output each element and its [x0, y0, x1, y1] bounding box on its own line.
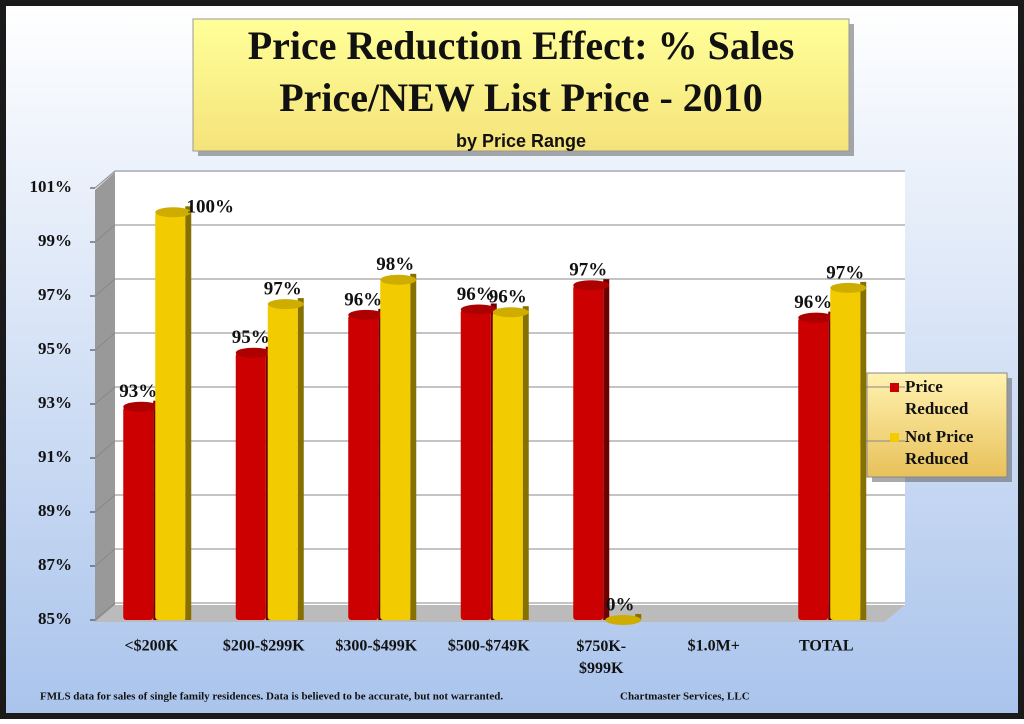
- bar-top: [155, 207, 192, 218]
- legend-label-line: Not Price: [905, 427, 974, 446]
- grid-line: [94, 494, 905, 513]
- bar: [492, 306, 529, 620]
- bar-face: [460, 309, 491, 620]
- x-tick-label: <$200K: [124, 638, 178, 655]
- y-tick-label: 95%: [38, 339, 72, 358]
- data-label: 95%: [232, 327, 270, 348]
- bar: [573, 279, 610, 620]
- data-label: 98%: [376, 254, 414, 275]
- data-label: 96%: [489, 287, 527, 308]
- y-tick-label: 89%: [38, 501, 72, 520]
- bar-top: [798, 312, 835, 323]
- plot-wall: [95, 172, 115, 622]
- y-tick-label: 99%: [38, 231, 72, 250]
- bar: [267, 298, 304, 620]
- grid-line: [94, 548, 905, 567]
- bar: [798, 311, 835, 620]
- footnote: FMLS data for sales of single family res…: [40, 691, 503, 703]
- legend-swatch: [890, 383, 899, 392]
- legend-label-line: Price: [905, 377, 943, 396]
- y-tick-label: 93%: [38, 393, 72, 412]
- bar: [235, 346, 272, 620]
- bar-top: [830, 282, 867, 293]
- bar-face: [348, 314, 379, 620]
- data-label: 97%: [569, 260, 607, 281]
- grid-line: [94, 602, 905, 621]
- data-label: 97%: [826, 262, 864, 283]
- grid-line: [94, 332, 905, 351]
- x-tick-label: TOTAL: [799, 638, 854, 655]
- y-tick-label: 91%: [38, 447, 72, 466]
- bar-top: [492, 307, 529, 318]
- x-tick-label: $200-$299K: [223, 638, 305, 655]
- x-tick-label: $750K- $999K: [576, 638, 626, 677]
- grid-line: [94, 440, 905, 459]
- bar: [123, 400, 160, 620]
- bar-face: [380, 279, 411, 620]
- y-tick-label: 87%: [38, 555, 72, 574]
- grid-line: [94, 170, 905, 189]
- bar-side: [297, 298, 304, 620]
- bar-top: [123, 401, 160, 412]
- data-label: 96%: [794, 292, 832, 313]
- bar-face: [123, 406, 154, 620]
- bar-face: [155, 212, 186, 621]
- bar-top: [380, 274, 417, 285]
- bar: [155, 206, 192, 621]
- bar-side: [522, 306, 529, 620]
- grid-line: [94, 386, 905, 405]
- bar-top: [605, 615, 642, 625]
- bar-face: [492, 312, 523, 620]
- y-tick-label: 85%: [38, 609, 72, 628]
- legend-label: Price Reduced: [905, 377, 969, 418]
- x-tick-label: $1.0M+: [688, 638, 740, 655]
- bar: [348, 308, 385, 620]
- data-label: 96%: [344, 289, 382, 310]
- data-label: 0%: [606, 594, 635, 615]
- bar-side: [860, 281, 867, 620]
- bar-side: [410, 273, 417, 620]
- bar-top: [348, 309, 385, 320]
- x-tick-label-line: $750K-: [576, 638, 626, 655]
- bar-side: [635, 614, 642, 620]
- bar-face: [830, 287, 861, 620]
- bar: [380, 273, 417, 620]
- data-label: 97%: [264, 278, 302, 299]
- bar-top: [267, 299, 304, 310]
- data-label: 93%: [119, 381, 157, 402]
- bar-top: [460, 304, 497, 315]
- chart-subtitle: by Price Range: [456, 131, 586, 151]
- grid-line: [94, 278, 905, 297]
- grid-line: [94, 224, 905, 243]
- bar-top: [573, 280, 610, 291]
- legend-label-line: Reduced: [905, 399, 969, 418]
- bar-face: [235, 352, 266, 620]
- y-tick-label: 97%: [38, 285, 72, 304]
- x-tick-label: $500-$749K: [448, 638, 530, 655]
- data-label: 100%: [187, 197, 235, 218]
- bar-side: [603, 279, 610, 620]
- source: Chartmaster Services, LLC: [620, 691, 750, 703]
- x-tick-label-line: $999K: [579, 660, 624, 677]
- bar-face: [798, 317, 829, 620]
- bar: [460, 303, 497, 620]
- x-tick-label: $300-$499K: [335, 638, 417, 655]
- bar: [830, 281, 867, 620]
- legend-label: Not Price Reduced: [905, 427, 974, 468]
- bar-side: [185, 206, 192, 621]
- chart-title: Price/NEW List Price - 2010: [279, 75, 763, 120]
- y-tick-label: 101%: [30, 177, 73, 196]
- chart-title: Price Reduction Effect: % Sales: [248, 23, 795, 68]
- bar: [605, 614, 642, 625]
- data-label: 96%: [457, 284, 495, 305]
- bar-face: [573, 285, 604, 620]
- bar-top: [235, 347, 272, 358]
- bar-face: [267, 304, 298, 620]
- title-box: [192, 18, 850, 152]
- legend-swatch: [890, 433, 899, 442]
- legend-label-line: Reduced: [905, 449, 969, 468]
